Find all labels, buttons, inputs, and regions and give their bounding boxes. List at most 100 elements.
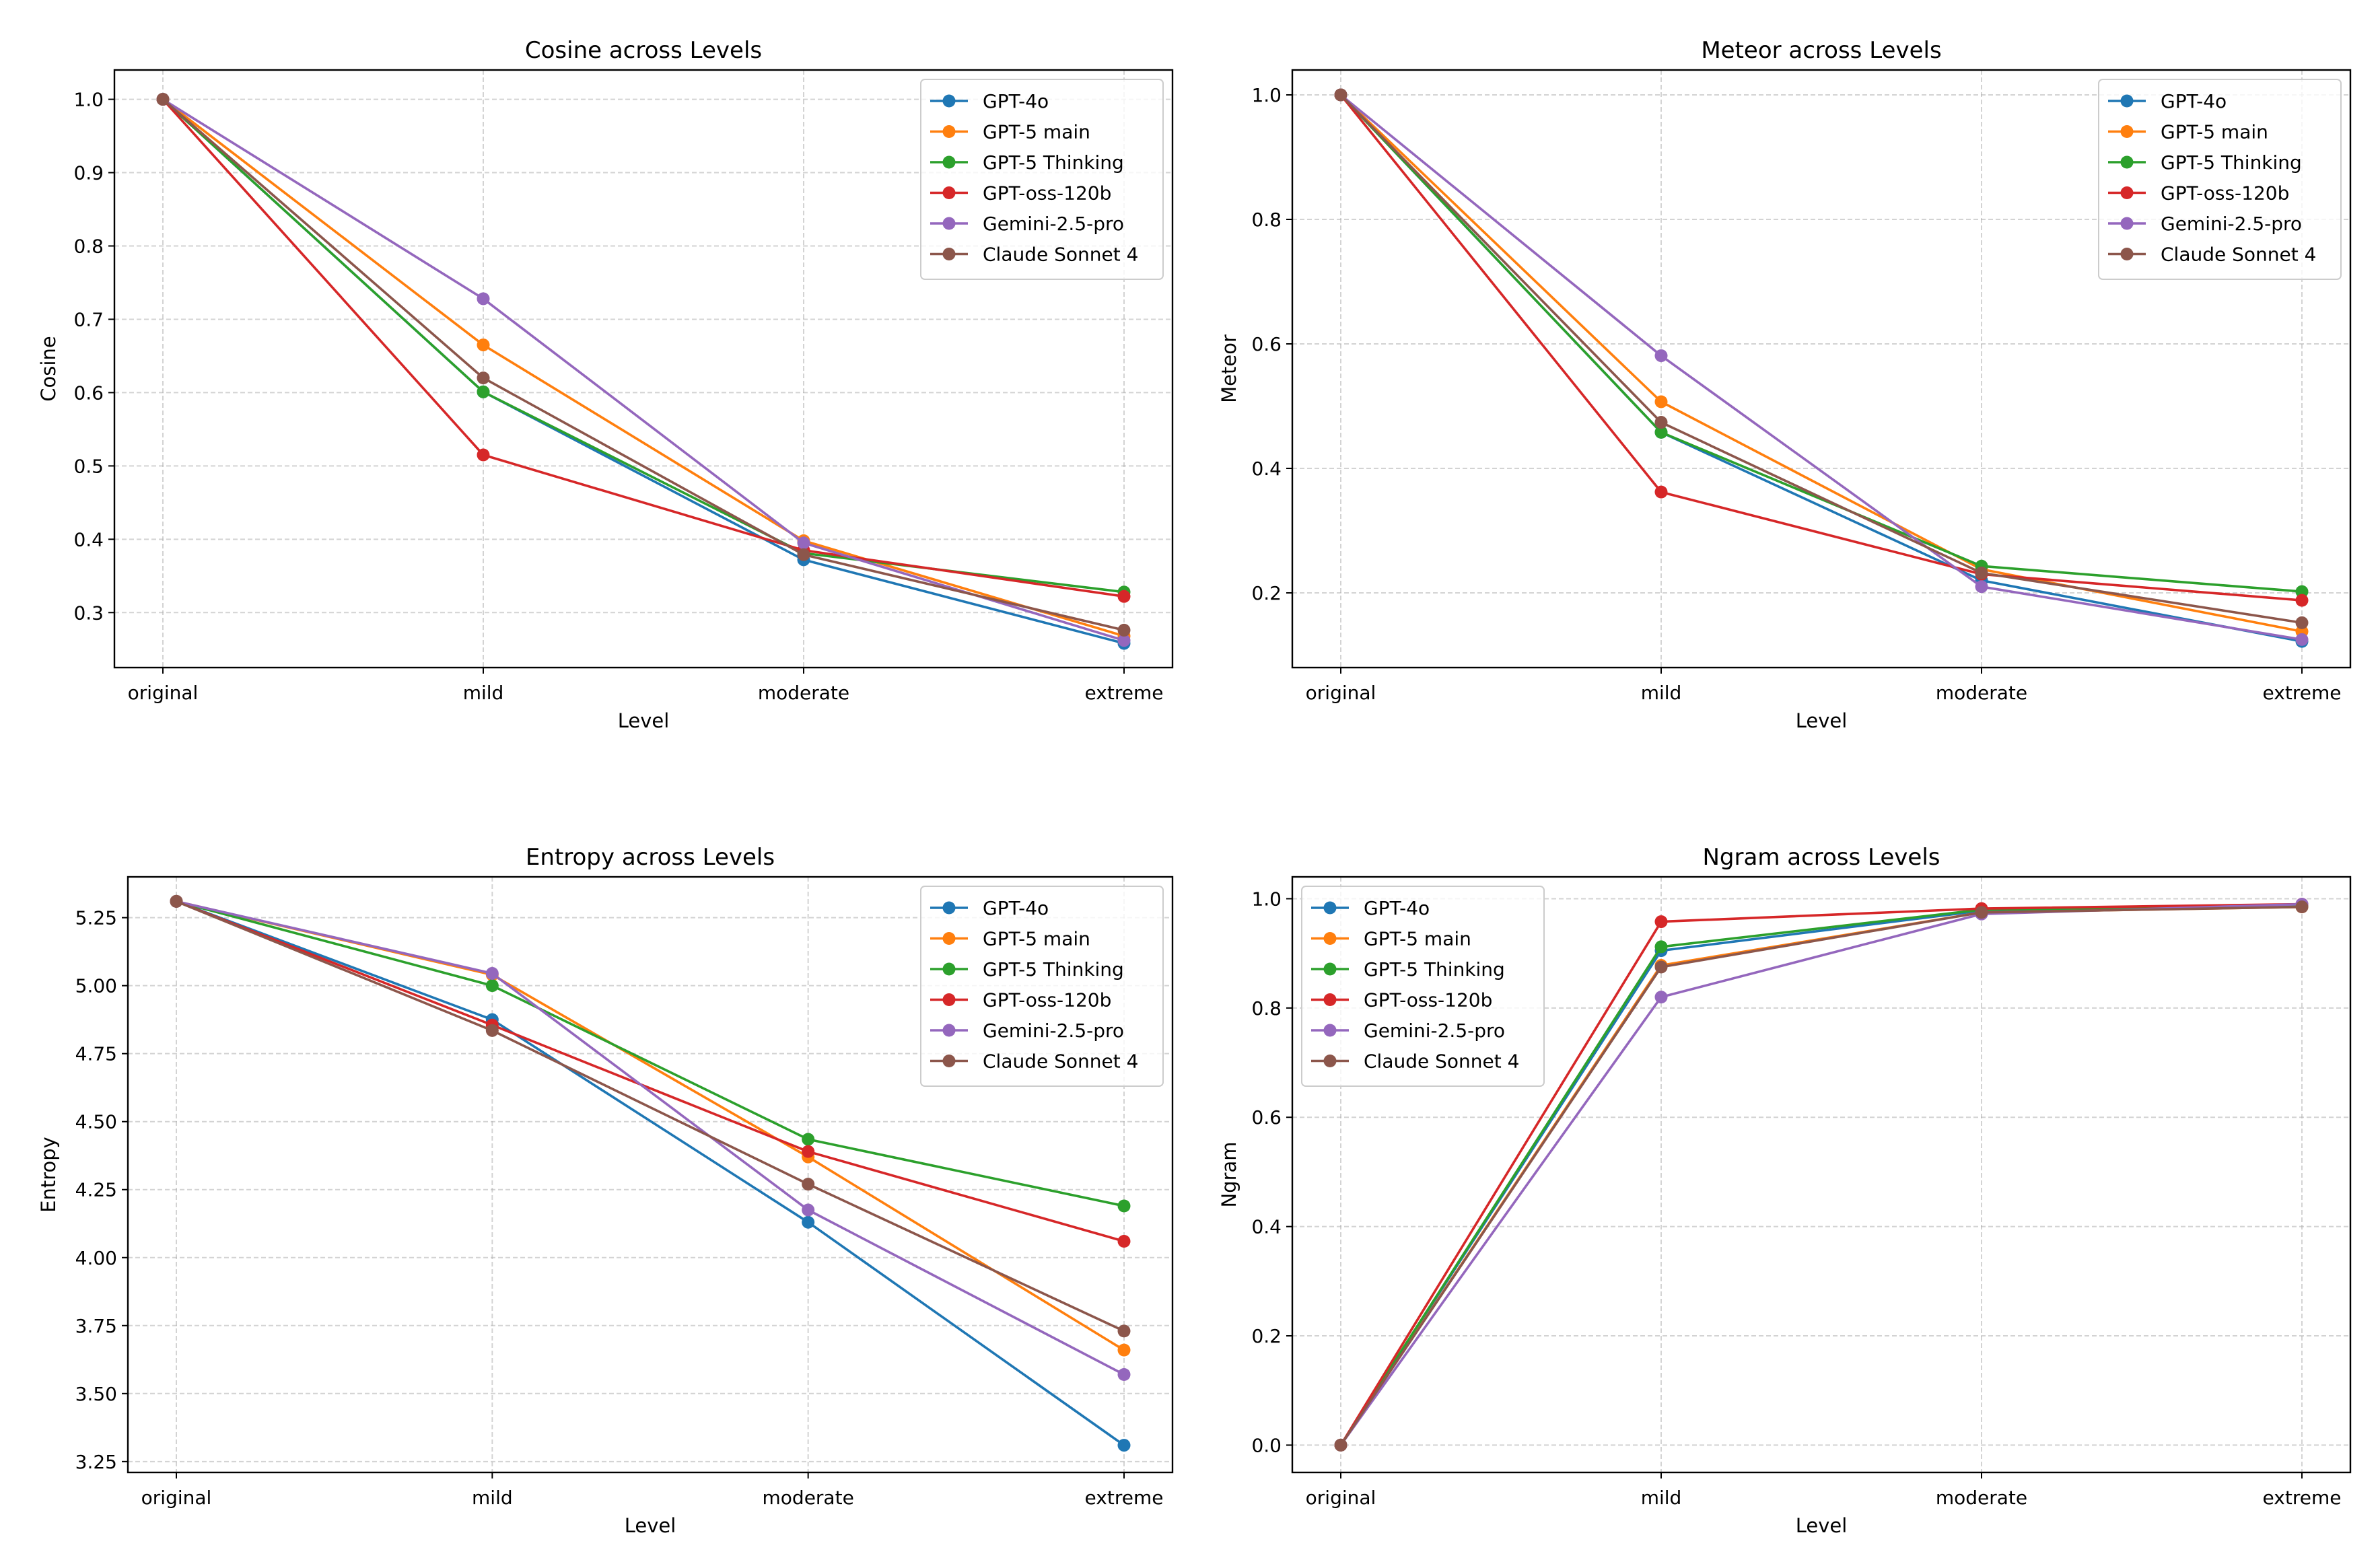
chart-3-entropy-series-gpt-4o-point-moderate <box>802 1215 815 1229</box>
chart-4-ngram-legend: GPT-4o GPT-5 main GPT-5 Thinking GPT-oss-12… <box>1301 886 1545 1087</box>
chart-1-cosine-legend-gpt-oss-120b-label: GPT-oss-120b <box>983 182 1111 205</box>
chart-3-entropy-ylabel: Entropy <box>37 1137 60 1213</box>
chart-1-cosine-legend-claude-sonnet-4-marker <box>942 248 956 260</box>
chart-2-meteor-ytick-label-0-6: 0.6 <box>1251 333 1282 355</box>
chart-1-cosine-ytick-label-1-0: 1.0 <box>73 89 104 111</box>
chart-3-entropy-series-gpt-5-thinking-point-moderate <box>802 1133 815 1146</box>
chart-3-entropy-legend-gpt-4o-label: GPT-4o <box>983 897 1049 919</box>
chart-2-meteor-series-claude-sonnet-4-point-original <box>1334 88 1348 102</box>
chart-1-cosine-series-gemini-2-5-pro-point-extreme <box>1117 634 1131 647</box>
chart-1-cosine-xtick-label-mild: mild <box>463 682 504 704</box>
chart-4-ngram-title: Ngram across Levels <box>1702 844 1940 871</box>
chart-3-entropy-series-claude-sonnet-4-point-mild <box>485 1024 499 1037</box>
chart-3-entropy-series-gpt-5-main-point-extreme <box>1117 1343 1131 1357</box>
chart-3-entropy-axes-frame <box>127 876 1174 1474</box>
chart-2-meteor-series-gpt-5-thinking-line <box>1339 94 2303 593</box>
chart-3-entropy-ytick-label-4-00: 4.00 <box>75 1247 117 1269</box>
chart-2-meteor-legend-gemini-2-5-pro-label: Gemini-2.5-pro <box>2161 213 2302 235</box>
chart-1-cosine-series-gpt-oss-120b-line <box>162 98 1125 598</box>
chart-2-meteor-series-gpt-oss-120b-point-extreme <box>2295 594 2309 607</box>
chart-4-ngram-series-gpt-oss-120b-line <box>1339 902 2303 1446</box>
chart-2-meteor-ylabel: Meteor <box>1218 334 1240 403</box>
chart-4-ngram-xlabel: Level <box>1796 1514 1848 1537</box>
chart-4-ngram-legend-gpt-4o-label: GPT-4o <box>1364 897 1430 919</box>
chart-2-meteor-legend-gpt-5-thinking-marker <box>2120 155 2134 169</box>
chart-4-ngram-legend-frame <box>1301 886 1545 1087</box>
chart-1-cosine-series-gpt-5-main-line <box>162 98 1125 637</box>
chart-4-ngram-axes-frame <box>1291 876 2352 1474</box>
chart-3-entropy-series-gemini-2-5-pro-point-extreme <box>1117 1368 1131 1382</box>
chart-3-entropy-legend-gpt-5-thinking-marker <box>942 962 956 976</box>
chart-3-entropy-legend-frame <box>920 886 1164 1087</box>
chart-3-entropy-xlabel: Level <box>625 1514 676 1537</box>
chart-2-meteor-legend-gpt-4o-marker <box>2120 94 2134 108</box>
chart-3-entropy-series-gpt-5-thinking-point-extreme <box>1117 1199 1131 1213</box>
chart-1-cosine-series-gpt-5-thinking-point-mild <box>477 385 490 398</box>
chart-3-entropy-series-gemini-2-5-pro-line <box>176 900 1125 1376</box>
chart-3-entropy-ytick-label-5-25: 5.25 <box>75 907 117 929</box>
chart-1-cosine-series-gemini-2-5-pro-point-moderate <box>797 536 810 550</box>
chart-3-entropy-series-gpt-4o-point-extreme <box>1117 1439 1131 1452</box>
chart-2-meteor-xtick-label-original: original <box>1306 682 1376 704</box>
chart-2-meteor-xtick-label-mild: mild <box>1641 682 1682 704</box>
chart-1-cosine-series-claude-sonnet-4-point-moderate <box>797 548 810 561</box>
chart-3-entropy-xtick-label-moderate: moderate <box>763 1487 854 1509</box>
chart-3-entropy-xtick-label-mild: mild <box>472 1487 513 1509</box>
chart-4-ngram-xtick-label-moderate: moderate <box>1936 1487 2027 1509</box>
chart-1-cosine-ytick-label-0-4: 0.4 <box>73 528 104 550</box>
chart-3-entropy-series-claude-sonnet-4-line <box>176 900 1125 1332</box>
chart-3-entropy-ytick-label-4-50: 4.50 <box>75 1111 117 1133</box>
chart-3-entropy-series-claude-sonnet-4-point-moderate <box>802 1178 815 1191</box>
chart-4-ngram-legend-gpt-5-main-label: GPT-5 main <box>1364 928 1471 950</box>
chart-4-ngram-legend-claude-sonnet-4-marker <box>1323 1055 1337 1067</box>
chart-2-meteor-legend-gpt-5-main-marker <box>2120 125 2134 138</box>
chart-1-cosine-xlabel: Level <box>618 709 670 732</box>
chart-2-meteor-series-gpt-oss-120b-point-mild <box>1654 485 1668 499</box>
chart-4-ngram-xtick-label-mild: mild <box>1641 1487 1682 1509</box>
chart-4-ngram-legend-gpt-5-thinking-label: GPT-5 Thinking <box>1364 958 1505 981</box>
chart-3-entropy-ytick-label-3-50: 3.50 <box>75 1383 117 1405</box>
chart-1-cosine-xtick-label-original: original <box>128 682 199 704</box>
chart-1-cosine-legend-gpt-5-thinking-label: GPT-5 Thinking <box>983 151 1124 174</box>
chart-4-ngram-ytick-label-0-4: 0.4 <box>1251 1216 1282 1238</box>
chart-2-meteor-series-gpt-5-thinking-point-mild <box>1654 425 1668 439</box>
chart-2-meteor-series-claude-sonnet-4-line <box>1339 94 2303 625</box>
chart-4-ngram-ytick-label-0-6: 0.6 <box>1251 1106 1282 1129</box>
chart-1-cosine-legend-gemini-2-5-pro-marker <box>942 217 956 230</box>
chart-3-entropy-legend-gpt-5-main-label: GPT-5 main <box>983 928 1090 950</box>
chart-1-cosine-legend-gpt-5-main-label: GPT-5 main <box>983 121 1090 143</box>
chart-3-entropy-legend-gemini-2-5-pro-marker <box>942 1024 956 1037</box>
chart-3-entropy-ytick-label-3-75: 3.75 <box>75 1315 117 1337</box>
chart-2-meteor-series-claude-sonnet-4-point-mild <box>1654 416 1668 429</box>
chart-1-cosine-legend-gpt-4o-marker <box>942 94 956 108</box>
chart-2-meteor-series-gpt-5-main-point-mild <box>1654 395 1668 408</box>
chart-4-ngram-legend-gemini-2-5-pro-marker <box>1323 1024 1337 1037</box>
chart-4-ngram: original mild moderate extreme 0.0 0.2 0.4 0.6 0… <box>1218 844 2352 1537</box>
chart-2-meteor-legend-gpt-oss-120b-label: GPT-oss-120b <box>2161 182 2289 205</box>
chart-2-meteor-ytick-label-1-0: 1.0 <box>1251 84 1282 106</box>
chart-2-meteor-series-claude-sonnet-4-point-extreme <box>2295 616 2309 629</box>
chart-2-meteor-series-gemini-2-5-pro-point-mild <box>1654 349 1668 363</box>
chart-2-meteor-title: Meteor across Levels <box>1701 37 1941 64</box>
chart-2-meteor-xlabel: Level <box>1796 709 1848 732</box>
chart-4-ngram-series-claude-sonnet-4-point-original <box>1334 1438 1348 1452</box>
chart-3-entropy-ytick-label-4-75: 4.75 <box>75 1043 117 1065</box>
chart-4-ngram-series-claude-sonnet-4-point-extreme <box>2295 900 2309 914</box>
chart-2-meteor-series-gpt-oss-120b-line <box>1339 94 2303 602</box>
chart-2-meteor-xtick-label-moderate: moderate <box>1936 682 2027 704</box>
chart-1-cosine-title: Cosine across Levels <box>525 37 762 64</box>
chart-4-ngram-legend-gpt-4o-marker <box>1323 901 1337 915</box>
chart-4-ngram-series-claude-sonnet-4-line <box>1339 905 2303 1446</box>
chart-3-entropy-series-gemini-2-5-pro-point-mild <box>485 966 499 980</box>
chart-3-entropy-legend-gpt-oss-120b-marker <box>942 993 956 1006</box>
chart-4-ngram-series-claude-sonnet-4-point-mild <box>1654 960 1668 974</box>
chart-4-ngram-legend-gpt-oss-120b-marker <box>1323 993 1337 1006</box>
chart-3-entropy-series-gpt-5-thinking-point-mild <box>485 979 499 993</box>
chart-2-meteor-legend-gpt-5-main-label: GPT-5 main <box>2161 121 2268 143</box>
chart-3-entropy-legend-gpt-5-main-marker <box>942 932 956 945</box>
chart-4-ngram-ylabel: Ngram <box>1218 1141 1240 1207</box>
chart-1-cosine-legend-gpt-5-main-marker <box>942 125 956 138</box>
chart-1-cosine-series-gpt-5-main-point-mild <box>477 338 490 352</box>
chart-3-entropy-legend-gpt-4o-marker <box>942 901 956 915</box>
